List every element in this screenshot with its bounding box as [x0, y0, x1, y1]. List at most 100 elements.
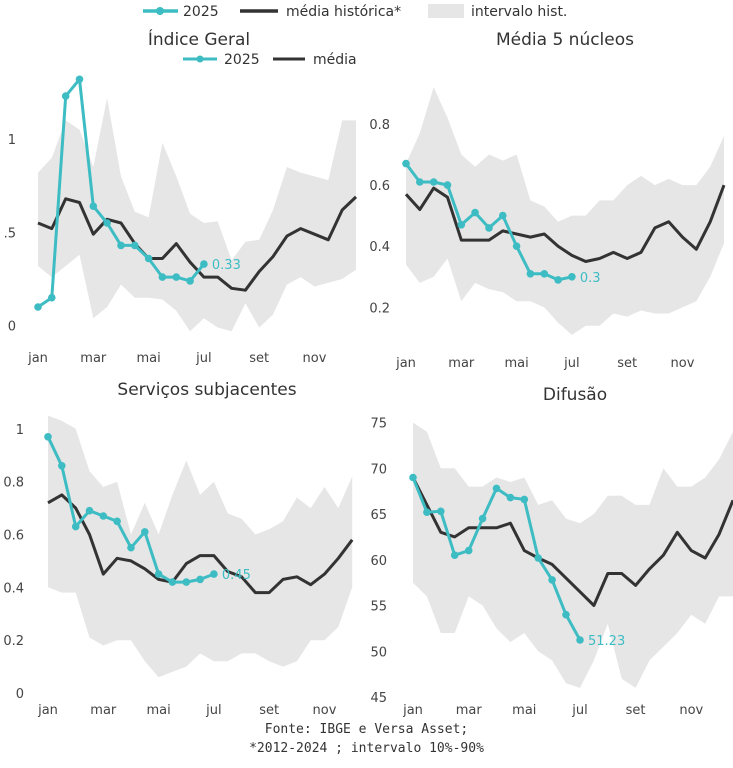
x-tick-label: set: [259, 703, 279, 718]
series-2025-point: [512, 242, 521, 250]
series-2025-point: [48, 293, 56, 302]
legend-media-label: média histórica*: [286, 4, 401, 20]
series-2025-point: [158, 273, 167, 281]
series-2025-point: [75, 75, 84, 84]
series-2025-point: [196, 575, 204, 584]
panel-title: Média 5 núcleos: [496, 30, 634, 50]
panel-title: Serviços subjacentes: [117, 380, 296, 400]
historical-band: [48, 415, 353, 678]
series-2025-point: [182, 578, 191, 586]
x-tick-label: set: [617, 356, 637, 371]
y-tick-label: .5: [4, 226, 16, 241]
series-2025-point: [437, 507, 445, 516]
series-2025-point: [89, 202, 98, 210]
x-tick-label: mai: [504, 356, 528, 371]
x-tick-label: set: [626, 703, 646, 718]
series-2025-point: [44, 433, 52, 441]
y-tick-label: 0.4: [3, 581, 24, 596]
legend-band-swatch: [428, 4, 464, 18]
main-legend: 2025 média histórica* intervalo hist.: [143, 4, 567, 20]
x-tick-label: jul: [195, 351, 211, 366]
series-2025-point: [423, 508, 431, 516]
y-tick-label: 75: [370, 417, 387, 432]
footer-source: Fonte: IBGE e Versa Asset;: [264, 722, 469, 737]
series-2025-point: [576, 636, 584, 644]
y-tick-label: 0: [16, 687, 24, 702]
series-2025-point: [464, 546, 473, 555]
x-tick-label: mai: [512, 703, 536, 718]
media-line: [47, 493, 354, 595]
series-2025-point: [478, 514, 487, 523]
x-tick-label: jul: [205, 703, 221, 718]
x-tick-label: nov: [679, 703, 703, 718]
series-2025-point: [471, 208, 479, 217]
series-2025-point: [534, 554, 542, 562]
x-tick-label: jan: [27, 351, 48, 366]
x-tick-label: jan: [402, 703, 423, 718]
series-2025-point: [99, 512, 108, 520]
series-2025-point: [58, 462, 66, 470]
historical-band: [406, 87, 724, 335]
y-tick-label: 0.8: [3, 476, 24, 491]
y-tick-label: 65: [370, 508, 387, 523]
x-tick-label: mar: [80, 351, 107, 366]
series-2025-point: [141, 528, 149, 536]
series-2025-point: [85, 506, 94, 515]
series-2025-point: [429, 178, 438, 186]
x-tick-label: mai: [146, 703, 170, 718]
x-tick-label: nov: [313, 703, 337, 718]
media-line: [411, 476, 733, 607]
x-tick-label: mar: [456, 703, 483, 718]
x-tick-label: jan: [37, 703, 58, 718]
legend-2025-label: 2025: [183, 4, 219, 20]
series-2025-point: [113, 517, 121, 526]
series-2025-point: [71, 522, 80, 531]
panel-title: Índice Geral: [148, 28, 250, 50]
series-2025-point: [485, 224, 493, 232]
y-tick-label: 1: [8, 133, 16, 148]
panel-title: Difusão: [543, 385, 607, 405]
x-tick-label: nov: [303, 351, 327, 366]
series-2025-point: [200, 260, 208, 268]
y-tick-label: 0.8: [369, 118, 390, 133]
inner-legend-2025-label: 2025: [224, 52, 260, 68]
y-tick-label: 1: [16, 423, 24, 438]
end-value-label: 51.23: [588, 634, 625, 649]
y-tick-label: 45: [370, 691, 387, 706]
legend-band-label: intervalo hist.: [471, 4, 567, 20]
series-2025-point: [520, 495, 529, 504]
series-2025-point: [562, 610, 570, 619]
series-2025-point: [154, 570, 163, 578]
inner-legend-2025-marker: [196, 55, 204, 63]
end-value-label: 0.45: [222, 568, 251, 583]
series-2025-point: [402, 159, 410, 168]
x-tick-label: mai: [136, 351, 160, 366]
x-tick-label: mar: [448, 356, 475, 371]
inner-legend: 2025 média: [183, 52, 357, 68]
y-tick-label: 0.4: [369, 240, 390, 255]
media-line: [37, 195, 358, 292]
y-tick-label: 0.6: [3, 529, 24, 544]
x-tick-label: jul: [571, 703, 587, 718]
series-2025-point: [117, 241, 125, 250]
x-tick-label: nov: [671, 356, 695, 371]
footer-note: *2012-2024 ; intervalo 10%-90%: [249, 741, 484, 756]
series-2025-point: [548, 576, 556, 584]
series-2025-point: [568, 273, 576, 281]
series-2025-point: [127, 543, 135, 552]
y-tick-label: 0: [8, 320, 16, 335]
panel-media-5-nucleos: Média 5 núcleos 0.3 0.2 0.4 0.6 0.8 jan mar mai…: [369, 30, 726, 371]
series-2025-point: [186, 277, 194, 285]
x-tick-label: mar: [90, 703, 117, 718]
series-2025-point: [61, 92, 70, 100]
series-2025-point: [131, 241, 139, 250]
legend-2025-marker: [156, 7, 164, 15]
series-2025-point: [168, 578, 177, 586]
series-2025-point: [144, 254, 153, 263]
inner-legend-media-label: média: [313, 52, 357, 68]
y-tick-label: 55: [370, 600, 387, 615]
series-2025-point: [409, 473, 417, 482]
series-2025-point: [457, 221, 466, 229]
panel-indice-geral: Índice Geral 2025 média 0.33 0 .5 1 jan mar ma…: [4, 28, 358, 366]
